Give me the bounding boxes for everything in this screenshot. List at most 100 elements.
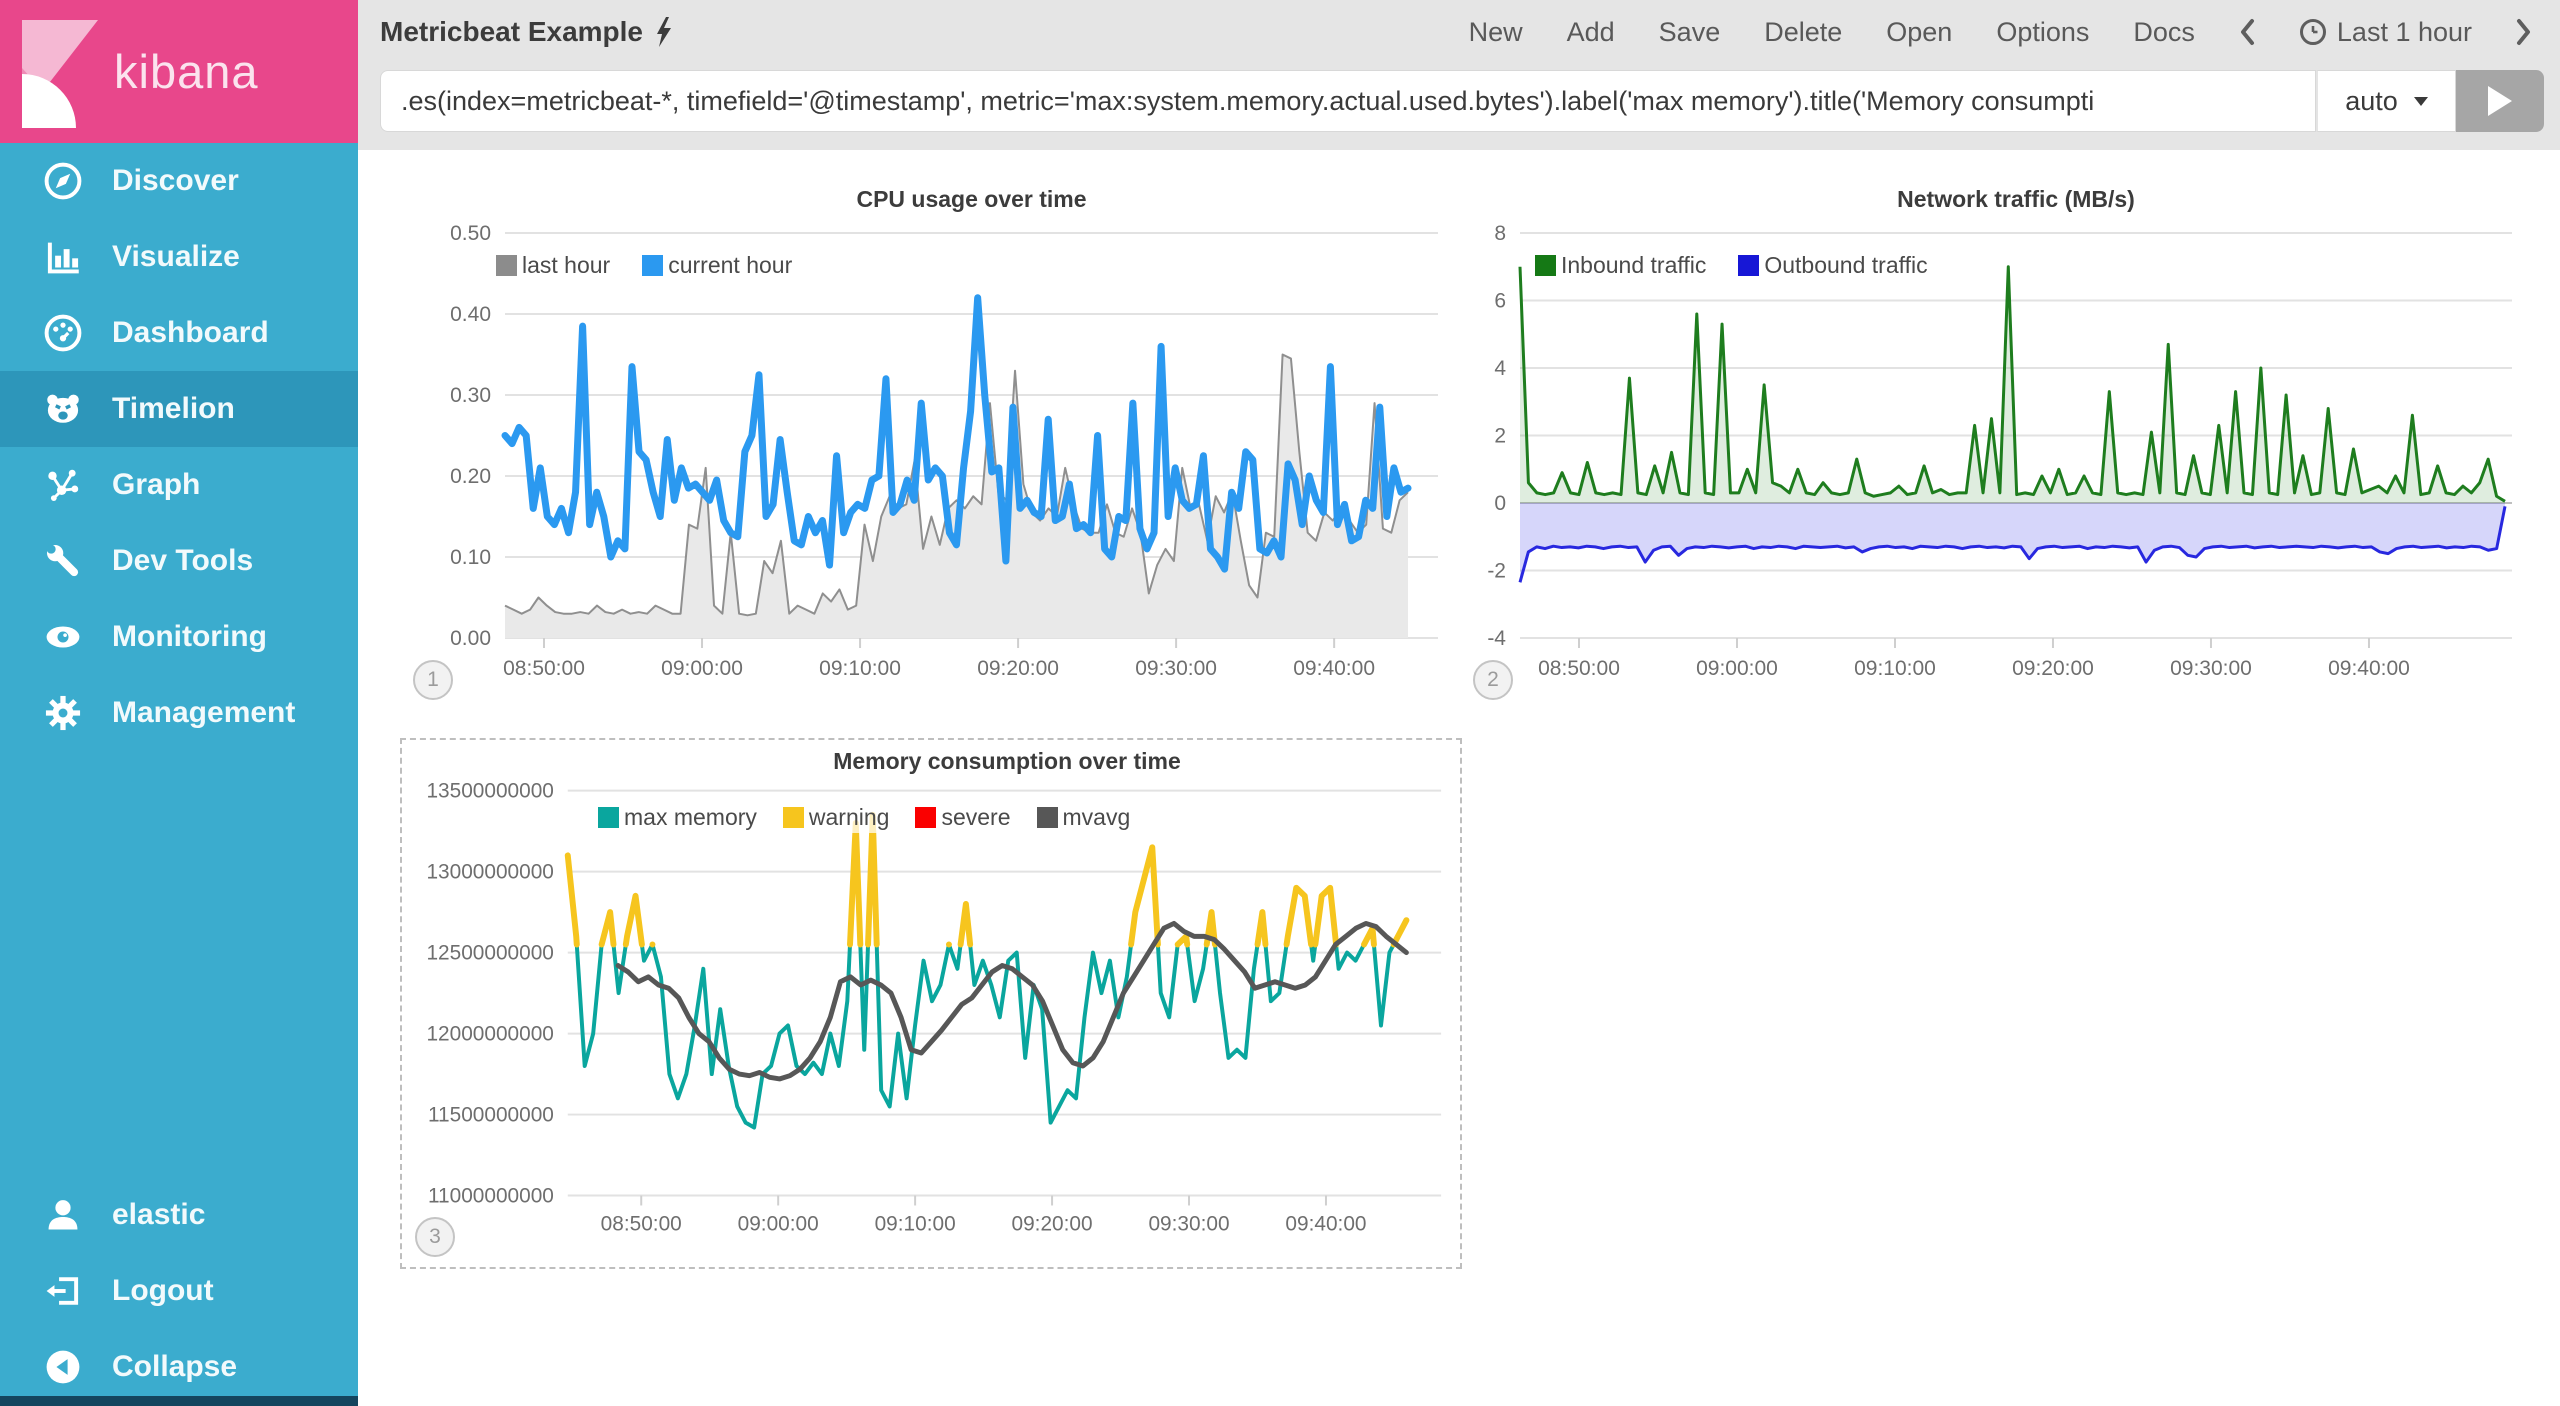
legend-swatch — [642, 255, 664, 276]
svg-text:09:40:00: 09:40:00 — [1293, 657, 1375, 680]
sidebar-item-label: elastic — [112, 1198, 206, 1231]
svg-text:09:30:00: 09:30:00 — [2170, 657, 2252, 680]
sidebar-item-dashboard[interactable]: Dashboard — [0, 295, 358, 371]
legend-label: current hour — [668, 252, 793, 278]
sidebar-item-label: Collapse — [112, 1350, 238, 1383]
chevron-left-icon[interactable] — [2239, 18, 2255, 46]
caret-down-icon — [2413, 96, 2428, 106]
legend-label: Inbound traffic — [1561, 252, 1707, 278]
svg-text:6: 6 — [1494, 290, 1506, 313]
chart-title: CPU usage over time — [856, 186, 1087, 212]
graph-nodes-icon — [40, 462, 86, 508]
legend-swatch — [598, 807, 619, 828]
nav-options[interactable]: Options — [1996, 16, 2090, 47]
svg-text:09:10:00: 09:10:00 — [1854, 657, 1936, 680]
run-button[interactable] — [2456, 70, 2544, 132]
legend-label: severe — [941, 804, 1011, 830]
legend-item: Inbound traffic — [1535, 252, 1706, 279]
wrench-icon — [40, 538, 86, 584]
nav-docs[interactable]: Docs — [2133, 16, 2195, 47]
clock-icon — [2299, 19, 2326, 45]
top-nav: New Add Save Delete Open Options Docs La… — [1469, 17, 2532, 48]
svg-text:09:00:00: 09:00:00 — [661, 657, 743, 680]
svg-text:0.10: 0.10 — [450, 546, 491, 569]
memory-chart-panel[interactable]: Memory consumption over time 13500000000… — [400, 738, 1462, 1269]
sidebar-item-logout[interactable]: Logout — [0, 1253, 358, 1329]
svg-text:09:20:00: 09:20:00 — [977, 657, 1059, 680]
gear-icon — [40, 690, 86, 736]
sidebar-item-label: Logout — [112, 1274, 214, 1307]
sidebar-footer: elastic Logout Collapse — [0, 1177, 358, 1405]
svg-text:09:20:00: 09:20:00 — [1012, 1212, 1093, 1235]
chart-title: Network traffic (MB/s) — [1897, 186, 2135, 212]
legend-item: max memory — [598, 804, 757, 831]
sidebar-item-monitoring[interactable]: Monitoring — [0, 599, 358, 675]
kibana-logo-text: kibana — [114, 45, 259, 98]
legend-swatch — [1036, 807, 1058, 828]
sidebar-bottom-strip — [0, 1396, 358, 1406]
svg-text:11500000000: 11500000000 — [428, 1104, 554, 1127]
chevron-right-icon[interactable] — [2516, 18, 2532, 46]
legend-swatch — [782, 807, 804, 828]
compass-icon — [40, 158, 86, 204]
user-icon — [40, 1192, 86, 1238]
svg-text:09:30:00: 09:30:00 — [1148, 1212, 1229, 1235]
nav-new[interactable]: New — [1468, 16, 1523, 47]
sidebar-item-management[interactable]: Management — [0, 675, 358, 751]
sidebar-item-label: Dashboard — [112, 316, 269, 349]
sidebar-item-label: Graph — [112, 468, 201, 501]
svg-text:8: 8 — [1494, 222, 1506, 245]
sidebar-item-label: Timelion — [112, 392, 235, 425]
sidebar-item-visualize[interactable]: Visualize — [0, 219, 358, 295]
network-chart-legend: Inbound traffic Outbound traffic — [1527, 250, 1936, 281]
svg-text:4: 4 — [1494, 357, 1506, 380]
svg-text:08:50:00: 08:50:00 — [503, 657, 585, 680]
chart-title: Memory consumption over time — [833, 748, 1181, 774]
nav-delete[interactable]: Delete — [1764, 16, 1843, 47]
svg-text:0.20: 0.20 — [450, 465, 491, 488]
svg-text:0.50: 0.50 — [450, 222, 491, 245]
interval-select[interactable]: auto — [2316, 70, 2456, 132]
sidebar-item-collapse[interactable]: Collapse — [0, 1329, 358, 1405]
legend-item: mvavg — [1036, 804, 1130, 831]
legend-swatch — [1535, 255, 1556, 276]
sidebar-item-graph[interactable]: Graph — [0, 447, 358, 523]
logout-icon — [40, 1268, 86, 1314]
chart-badge: 2 — [1473, 660, 1513, 700]
interval-value: auto — [2345, 85, 2398, 116]
memory-chart-legend: max memory warning severe mvavg — [590, 802, 1139, 833]
svg-text:2: 2 — [1494, 425, 1506, 448]
sidebar-nav: Discover Visualize Dashboard Timelion — [0, 143, 358, 751]
bar-chart-icon — [40, 234, 86, 280]
svg-text:09:20:00: 09:20:00 — [2012, 657, 2094, 680]
chart-badge: 1 — [413, 660, 453, 700]
sidebar-item-label: Management — [112, 696, 296, 729]
sidebar-item-user[interactable]: elastic — [0, 1177, 358, 1253]
sidebar-item-timelion[interactable]: Timelion — [0, 371, 358, 447]
svg-text:09:30:00: 09:30:00 — [1135, 657, 1217, 680]
kibana-logo[interactable]: kibana — [0, 0, 358, 143]
legend-item: last hour — [496, 252, 610, 279]
sidebar-item-label: Discover — [112, 164, 239, 197]
sidebar-item-discover[interactable]: Discover — [0, 143, 358, 219]
network-chart-panel[interactable]: Network traffic (MB/s) 8 6 4 2 0 -2 -4 08:50:00… — [1470, 170, 2545, 705]
cpu-chart-panel[interactable]: CPU usage over time 0.50 0.40 0.30 0.20 0.10… — [400, 170, 1445, 705]
svg-text:08:50:00: 08:50:00 — [1538, 657, 1620, 680]
nav-save[interactable]: Save — [1658, 16, 1721, 47]
svg-text:0.40: 0.40 — [450, 303, 491, 326]
bolt-icon — [657, 17, 671, 47]
nav-open[interactable]: Open — [1886, 16, 1953, 47]
svg-text:09:40:00: 09:40:00 — [1285, 1212, 1366, 1235]
chart-badge: 3 — [415, 1217, 455, 1257]
time-picker[interactable]: Last 1 hour — [2299, 17, 2472, 48]
network-chart-canvas[interactable]: 8 6 4 2 0 -2 -4 08:50:00 09:00:00 09:10:00 09:20:0… — [1470, 170, 2545, 705]
cpu-chart-canvas[interactable]: 0.50 0.40 0.30 0.20 0.10 0.00 08:50:00 09:00:00… — [400, 170, 1445, 705]
svg-text:09:10:00: 09:10:00 — [875, 1212, 956, 1235]
play-icon — [2488, 86, 2512, 116]
sidebar-item-devtools[interactable]: Dev Tools — [0, 523, 358, 599]
memory-chart-canvas[interactable]: 13500000000 13000000000 12500000000 1200000… — [402, 740, 1460, 1267]
legend-item: warning — [782, 804, 889, 831]
nav-add[interactable]: Add — [1566, 16, 1615, 47]
timelion-query-input[interactable]: .es(index=metricbeat-*, timefield='@time… — [380, 70, 2316, 132]
